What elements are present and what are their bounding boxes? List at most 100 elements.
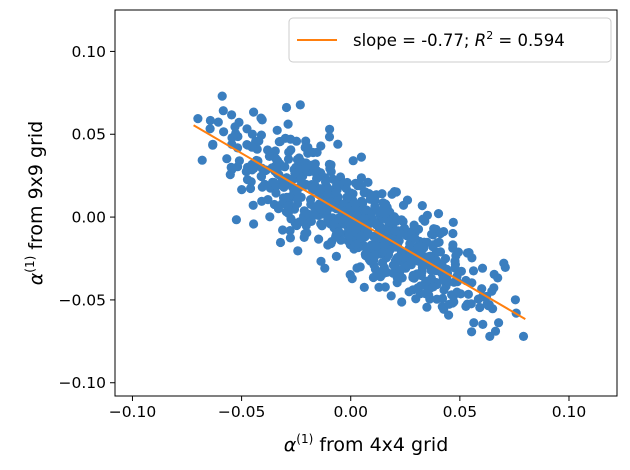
y-axis-label-alpha: α <box>25 272 47 285</box>
scatter-point <box>477 263 488 273</box>
scatter-point <box>353 181 363 191</box>
scatter-point <box>372 241 382 251</box>
scatter-point <box>500 262 510 272</box>
legend-label-prefix: slope = -0.77; <box>353 31 475 50</box>
x-tick-label: −0.05 <box>218 403 266 421</box>
scatter-point <box>249 219 259 229</box>
scatter-point <box>438 293 448 304</box>
scatter-point <box>285 233 295 243</box>
y-axis-label: α(1) from 9x9 grid <box>23 121 47 286</box>
legend-label-value: = 0.594 <box>493 31 565 50</box>
scatter-point <box>237 185 247 195</box>
scatter-point <box>245 183 256 194</box>
scatter-point <box>356 231 366 241</box>
scatter-point <box>278 225 288 235</box>
scatter-point <box>296 174 306 184</box>
scatter-point <box>332 180 342 190</box>
x-tick-label: 0.10 <box>552 403 587 421</box>
scatter-point <box>397 297 407 307</box>
scatter-point <box>342 192 352 202</box>
plot-frame <box>114 9 618 397</box>
scatter-point <box>456 289 466 299</box>
legend-box <box>288 17 612 63</box>
scatter-point <box>360 187 370 197</box>
scatter-point <box>219 127 229 137</box>
scatter-point <box>326 238 336 249</box>
scatter-point <box>405 256 415 266</box>
scatter-point <box>230 122 240 132</box>
scatter-point <box>374 207 384 217</box>
scatter-point <box>248 200 258 210</box>
scatter-point <box>242 140 252 150</box>
scatter-point <box>283 201 293 211</box>
scatter-point <box>377 189 387 199</box>
scatter-point <box>283 119 293 129</box>
scatter-point <box>205 124 215 134</box>
scatter-point <box>381 199 391 209</box>
scatter-point <box>410 233 420 243</box>
scatter-point <box>270 146 280 156</box>
scatter-point <box>433 209 444 219</box>
scatter-point <box>335 214 345 224</box>
scatter-point <box>275 237 286 248</box>
scatter-point <box>427 229 437 239</box>
scatter-point <box>390 226 400 236</box>
scatter-point <box>271 188 281 198</box>
scatter-point <box>208 139 218 149</box>
scatter-point <box>482 299 492 309</box>
scatter-point <box>265 212 275 222</box>
scatter-point <box>478 319 488 329</box>
scatter-point <box>256 113 266 123</box>
scatter-point <box>213 117 223 127</box>
y-axis-label-sup: (1) <box>23 256 37 273</box>
scatter-point <box>439 227 449 237</box>
scatter-point <box>388 260 398 270</box>
scatter-point <box>469 318 479 328</box>
scatter-point <box>316 204 326 215</box>
scatter-point <box>487 286 497 296</box>
scatter-point <box>320 177 331 187</box>
scatter-point <box>466 299 476 309</box>
scatter-point <box>306 199 316 209</box>
scatter-point <box>418 214 428 224</box>
scatter-point <box>205 115 215 126</box>
scatter-point <box>363 228 373 238</box>
scatter-point <box>257 182 267 192</box>
scatter-point <box>378 258 388 268</box>
scatter-point <box>272 125 282 135</box>
scatter-point <box>369 195 379 205</box>
scatter-point <box>231 128 241 139</box>
scatter-point <box>310 159 320 169</box>
scatter-point <box>279 182 289 192</box>
scatter-point <box>326 167 336 177</box>
scatter-point <box>477 284 487 294</box>
scatter-point <box>295 100 305 110</box>
scatter-point <box>368 272 378 283</box>
scatter-point <box>316 184 326 194</box>
scatter-point <box>329 219 339 229</box>
scatter-point <box>306 216 316 226</box>
legend-label-sup: 2 <box>486 29 493 42</box>
scatter-point <box>247 129 257 139</box>
scatter-point <box>312 147 322 157</box>
scatter-points <box>193 91 529 341</box>
scatter-point <box>316 256 326 266</box>
scatter-point <box>326 160 336 170</box>
scatter-point <box>424 290 434 300</box>
scatter-point <box>463 289 473 299</box>
scatter-point <box>312 174 322 184</box>
scatter-point <box>434 237 444 247</box>
scatter-point <box>462 248 472 258</box>
y-tick-label: −0.10 <box>59 374 107 392</box>
scatter-point <box>444 310 454 320</box>
scatter-point <box>286 145 296 155</box>
scatter-point <box>278 193 289 203</box>
scatter-point <box>325 124 335 134</box>
scatter-point <box>393 252 403 262</box>
scatter-point <box>350 199 360 209</box>
scatter-point <box>518 331 529 341</box>
scatter-point <box>280 133 290 143</box>
scatter-point <box>218 106 228 116</box>
